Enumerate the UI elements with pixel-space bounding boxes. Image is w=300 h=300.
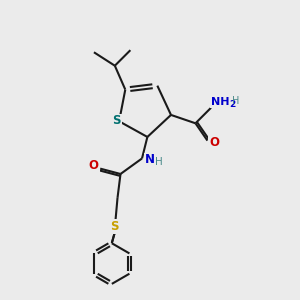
Text: O: O [209,136,219,148]
Text: S: S [112,115,121,128]
Text: S: S [110,220,119,233]
Text: O: O [88,159,99,172]
Text: 2: 2 [230,100,236,109]
Text: H: H [232,96,239,106]
Text: H: H [155,157,163,167]
Text: NH: NH [211,98,229,107]
Text: N: N [146,153,155,167]
